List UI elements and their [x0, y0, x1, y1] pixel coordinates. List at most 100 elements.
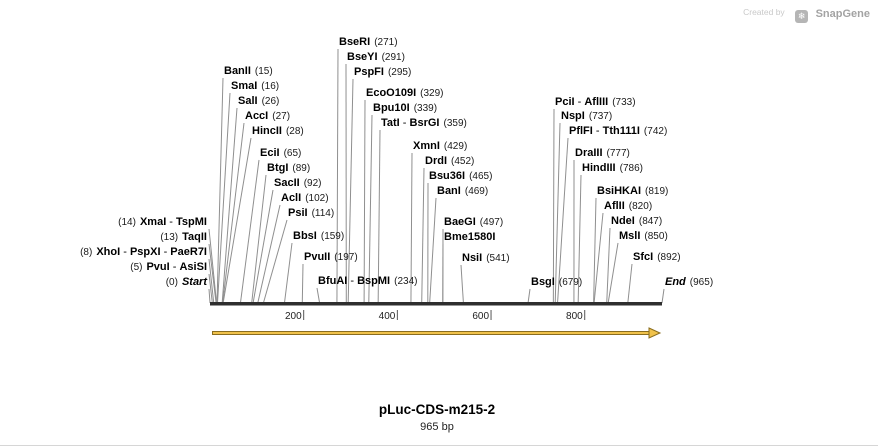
site-label[interactable]: BseYI291: [347, 51, 405, 64]
site-label[interactable]: AflII 820: [604, 200, 652, 213]
site-position: 15: [255, 66, 273, 77]
site-label[interactable]: 13TaqII: [160, 231, 207, 244]
site-position: 0: [166, 277, 178, 288]
site-position: 850: [644, 231, 667, 242]
site-label[interactable]: PflFI - Tth111I742: [569, 125, 667, 138]
site-name: PsiI: [288, 207, 308, 219]
site-label[interactable]: End965: [665, 276, 713, 289]
site-label[interactable]: MslI 850: [619, 230, 668, 243]
site-position: 234: [394, 276, 417, 287]
site-label[interactable]: PsiI 114: [288, 207, 334, 220]
site-label[interactable]: SacII 92: [274, 177, 322, 190]
site-label[interactable]: 5PvuI - AsiSI: [130, 261, 207, 274]
site-position: 429: [444, 141, 467, 152]
site-label[interactable]: NsiI541: [462, 252, 510, 265]
site-name: NdeI: [611, 215, 635, 227]
site-name: AccI: [245, 110, 268, 122]
site-position: 777: [607, 148, 630, 159]
site-label[interactable]: HindIII 786: [582, 162, 643, 175]
site-label[interactable]: PspFI295: [354, 66, 411, 79]
site-position: 339: [414, 103, 437, 114]
site-position: 16: [261, 81, 279, 92]
site-label[interactable]: HincII28: [252, 125, 304, 138]
site-label[interactable]: Bpu10I339: [373, 102, 437, 115]
site-label[interactable]: Bsu36I465: [429, 170, 492, 183]
ruler-tick-label: 400: [379, 311, 396, 322]
site-position: 359: [444, 118, 467, 129]
site-label[interactable]: NspI 737: [561, 110, 612, 123]
site-label[interactable]: AclI102: [281, 192, 329, 205]
site-label[interactable]: SalI26: [238, 95, 279, 108]
site-name-separator: -: [120, 246, 130, 258]
site-position: 8: [80, 247, 92, 258]
site-name: PvuII: [304, 251, 330, 263]
site-label[interactable]: DrdI 452: [425, 155, 474, 168]
site-name: Bme1580I: [444, 231, 495, 243]
site-label[interactable]: DraIII777: [575, 147, 630, 160]
site-label[interactable]: EcoO109I329: [366, 87, 444, 100]
site-label[interactable]: BseRI271: [339, 36, 398, 49]
site-name: End: [665, 276, 686, 288]
site-label[interactable]: 14XmaI - TspMI: [118, 216, 207, 229]
site-name: NspI: [561, 110, 585, 122]
site-position: 452: [451, 156, 474, 167]
site-name: BsgI: [531, 276, 555, 288]
site-name: BsiHKAI: [597, 185, 641, 197]
site-label[interactable]: BanI469: [437, 185, 488, 198]
site-position: 5: [130, 262, 142, 273]
site-label[interactable]: BsiHKAI 819: [597, 185, 668, 198]
site-label[interactable]: 0Start: [166, 276, 207, 289]
site-position: 737: [589, 111, 612, 122]
site-name: XmnI: [413, 140, 440, 152]
site-name: TatI: [381, 117, 400, 129]
site-position: 733: [612, 97, 635, 108]
site-label[interactable]: Bme1580I: [444, 231, 495, 244]
site-label[interactable]: 8XhoI - PspXI - PaeR7I: [80, 246, 207, 259]
site-position: 820: [629, 201, 652, 212]
site-name: XhoI: [96, 246, 120, 258]
site-name-separator: -: [161, 246, 171, 258]
site-label[interactable]: BtgI 89: [267, 162, 310, 175]
site-name: PciI: [555, 96, 575, 108]
site-label[interactable]: PvuII197: [304, 251, 358, 264]
site-name: BfuAI: [318, 275, 347, 287]
site-label[interactable]: BsgI679: [531, 276, 582, 289]
site-label[interactable]: SmaI16: [231, 80, 279, 93]
map-length: 965 bp: [0, 421, 874, 433]
site-name: BspMI: [357, 275, 390, 287]
site-label[interactable]: PciI - AflIII733: [555, 96, 636, 109]
site-position: 102: [305, 193, 328, 204]
site-position: 114: [312, 208, 335, 219]
site-label[interactable]: BbsI159: [293, 230, 344, 243]
site-position: 465: [469, 171, 492, 182]
site-name: Tth111I: [603, 125, 640, 137]
site-label[interactable]: BaeGI497: [444, 216, 503, 229]
site-position: 89: [292, 163, 310, 174]
site-name: SacII: [274, 177, 300, 189]
site-name: SalI: [238, 95, 258, 107]
site-label[interactable]: NdeI847: [611, 215, 662, 228]
site-label[interactable]: SfcI892: [633, 251, 681, 264]
site-position: 786: [620, 163, 643, 174]
site-name: MslI: [619, 230, 640, 242]
site-name: HindIII: [582, 162, 616, 174]
site-label[interactable]: EciI65: [260, 147, 301, 160]
site-name: BtgI: [267, 162, 288, 174]
site-position: 742: [644, 126, 667, 137]
site-position: 92: [304, 178, 322, 189]
site-position: 329: [420, 88, 443, 99]
site-label[interactable]: XmnI 429: [413, 140, 467, 153]
site-label[interactable]: BfuAI - BspMI234: [318, 275, 417, 288]
site-name: NsiI: [462, 252, 482, 264]
site-label[interactable]: TatI - BsrGI359: [381, 117, 467, 130]
site-name: AflII: [604, 200, 625, 212]
site-name: AflIII: [584, 96, 608, 108]
site-position: 27: [272, 111, 290, 122]
site-position: 819: [645, 186, 668, 197]
site-name: DrdI: [425, 155, 447, 167]
site-label[interactable]: AccI 27: [245, 110, 290, 123]
site-label[interactable]: BanII15: [224, 65, 273, 78]
site-name: TaqII: [182, 231, 207, 243]
site-name-separator: -: [400, 117, 410, 129]
